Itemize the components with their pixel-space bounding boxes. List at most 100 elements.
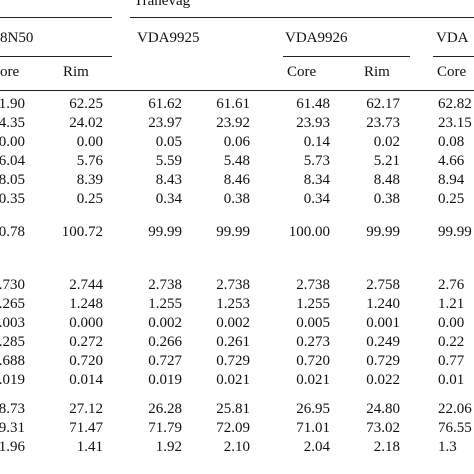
table-cell: 0.005	[296, 315, 330, 331]
table-cell: 2.738	[148, 277, 182, 293]
table-cell: 8.05	[0, 172, 25, 188]
table-cell: 1.248	[69, 296, 103, 312]
table-cell: 23.73	[366, 115, 400, 131]
table-cell: 99.99	[148, 224, 182, 240]
table-cell: 0.249	[366, 334, 400, 350]
table-cell: 8.34	[303, 172, 330, 188]
table-cell: 99.99	[438, 224, 472, 240]
table-cell: 0.261	[216, 334, 250, 350]
sample-header-3: VDA9926	[285, 30, 348, 46]
table-cell: 1.265	[0, 296, 25, 312]
subheader-core-4: Core	[437, 64, 467, 80]
table-cell: 23.15	[438, 115, 472, 131]
table-cell: 1.21	[438, 296, 465, 312]
table-cell: 0.000	[69, 315, 103, 331]
table-cell: 61.48	[296, 96, 330, 112]
table-cell: 0.06	[223, 134, 250, 150]
table-cell: 0.38	[223, 191, 250, 207]
table-cell: 9.31	[0, 420, 25, 436]
subheader-rim-1: Rim	[63, 64, 89, 80]
table-cell: 71.01	[296, 420, 330, 436]
table-cell: 4.66	[438, 153, 465, 169]
table-cell: 1.255	[148, 296, 182, 312]
sample-header-1: 8N50	[0, 30, 34, 46]
table-cell: 0.014	[69, 372, 103, 388]
table-cell: 8.94	[438, 172, 465, 188]
table-cell: 0.729	[366, 353, 400, 369]
table-cell: 62.17	[366, 96, 400, 112]
table-cell: 0.019	[0, 372, 25, 388]
table-cell: 0.688	[0, 353, 25, 369]
table-cell: 24.80	[366, 401, 400, 417]
table-cell: 2.18	[373, 439, 400, 455]
table-cell: 71.79	[148, 420, 182, 436]
table-cell: 0.02	[373, 134, 400, 150]
table-cell: 2.76	[438, 277, 465, 293]
table-cell: 5.76	[76, 153, 103, 169]
table-cell: 0.00	[438, 315, 465, 331]
table-cell: 1.92	[155, 439, 182, 455]
table-cell: 0.720	[69, 353, 103, 369]
table-cell: 1.3	[438, 439, 457, 455]
table-cell: 61.61	[216, 96, 250, 112]
table-cell: 1.41	[76, 439, 103, 455]
table-cell: 0.38	[373, 191, 400, 207]
table-cell: 1.255	[296, 296, 330, 312]
table-cell: 5.73	[303, 153, 330, 169]
table-cell: 0.34	[155, 191, 182, 207]
sample-rule-3	[283, 56, 410, 57]
table-cell: 99.99	[216, 224, 250, 240]
table-cell: 71.47	[69, 420, 103, 436]
table-cell: 1.253	[216, 296, 250, 312]
table-cell: 0.003	[0, 315, 25, 331]
table-cell: 8.39	[76, 172, 103, 188]
table-cell: 0.00	[0, 134, 25, 150]
table-cell: 2.10	[223, 439, 250, 455]
table-cell: 100.72	[61, 224, 103, 240]
sample-header-4: VDA	[436, 30, 469, 46]
table-cell: 00.78	[0, 224, 25, 240]
table-cell: 0.720	[296, 353, 330, 369]
table-cell: 6.04	[0, 153, 25, 169]
table-cell: 26.28	[148, 401, 182, 417]
table-cell: 0.25	[438, 191, 465, 207]
table-cell: 1.90	[0, 96, 25, 112]
table-cell: 0.002	[148, 315, 182, 331]
table-cell: 99.99	[366, 224, 400, 240]
table-cell: 2.738	[296, 277, 330, 293]
table-cell: 23.97	[148, 115, 182, 131]
table-cell: 0.021	[296, 372, 330, 388]
table-cell: 0.22	[438, 334, 465, 350]
table-cell: 61.62	[148, 96, 182, 112]
location-header-rule	[130, 17, 474, 18]
table-cell: 62.82	[438, 96, 472, 112]
subheader-rim-3: Rim	[364, 64, 390, 80]
table-cell: 0.285	[0, 334, 25, 350]
table-cell: 27.12	[69, 401, 103, 417]
table-cell: 24.02	[69, 115, 103, 131]
table-cell: 0.34	[303, 191, 330, 207]
table-cell: 0.729	[216, 353, 250, 369]
table-cell: 5.21	[373, 153, 400, 169]
table-cell: 0.001	[366, 315, 400, 331]
subheader-core-3: Core	[287, 64, 317, 80]
table-cell: 0.021	[216, 372, 250, 388]
table-cell: 5.59	[155, 153, 182, 169]
table-cell: 1.96	[0, 439, 25, 455]
table-cell: 0.01	[438, 372, 465, 388]
table-cell: 73.02	[366, 420, 400, 436]
table-cell: 0.35	[0, 191, 25, 207]
table-cell: 0.77	[438, 353, 465, 369]
table-cell: 22.06	[438, 401, 472, 417]
header-bottom-rule	[0, 90, 474, 91]
table-cell: 76.55	[438, 420, 472, 436]
sample-rule-1	[0, 56, 112, 57]
table-cell: 25.81	[216, 401, 250, 417]
table-cell: 8.46	[223, 172, 250, 188]
location-header: Tranevåg	[134, 0, 191, 9]
table-cell: 0.272	[69, 334, 103, 350]
table-cell: 0.00	[76, 134, 103, 150]
table-cell: 2.04	[303, 439, 330, 455]
table-cell: 0.14	[303, 134, 330, 150]
table-cell: 0.25	[76, 191, 103, 207]
